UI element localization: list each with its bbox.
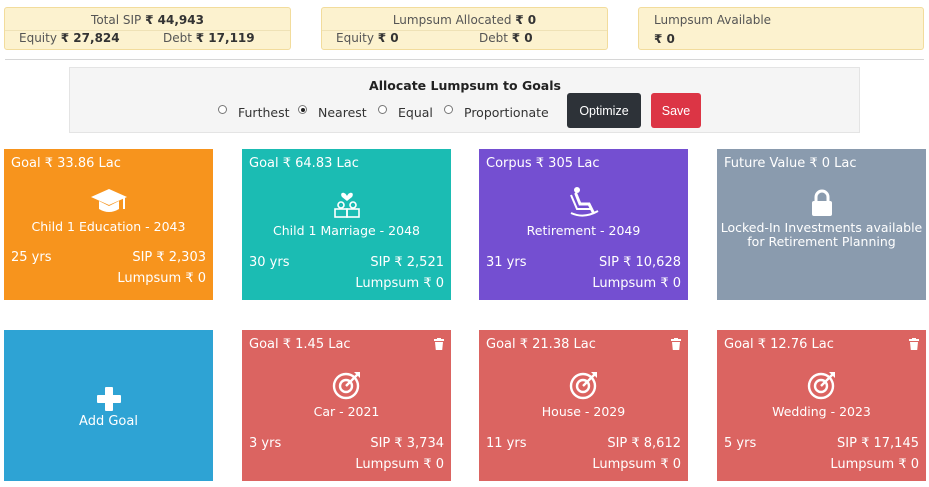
radio-label: Proportionate bbox=[464, 105, 549, 120]
radio-nearest[interactable]: Nearest bbox=[298, 105, 367, 120]
equity-label: Equity bbox=[336, 31, 374, 45]
divider bbox=[322, 30, 607, 31]
debt-label: Debt bbox=[163, 31, 192, 45]
goal-lumpsum: Lumpsum ₹ 0 bbox=[355, 276, 444, 291]
goal-amount: Goal ₹ 12.76 Lac bbox=[724, 337, 834, 352]
goal-amount: Goal ₹ 21.38 Lac bbox=[486, 337, 596, 352]
goal-name: Child 1 Marriage - 2048 bbox=[273, 223, 420, 238]
equity-label: Equity bbox=[19, 31, 57, 45]
goal-years: 5 yrs bbox=[724, 436, 757, 451]
marriage-icon bbox=[242, 187, 451, 225]
goal-card-house[interactable]: Goal ₹ 21.38 Lac House - 2029 11 yrs SIP… bbox=[479, 330, 688, 481]
save-button[interactable]: Save bbox=[651, 93, 701, 128]
target-icon bbox=[479, 370, 688, 404]
locked-in-investments-card[interactable]: Future Value ₹ 0 Lac Locked-In Investmen… bbox=[717, 149, 926, 300]
goal-name: Car - 2021 bbox=[313, 404, 380, 419]
goal-sip: SIP ₹ 2,521 bbox=[370, 255, 444, 270]
lumpsum-allocated-value: ₹ 0 bbox=[515, 13, 537, 27]
goal-lumpsum: Lumpsum ₹ 0 bbox=[592, 276, 681, 291]
add-goal-card[interactable]: Add Goal bbox=[4, 330, 213, 481]
allocated-equity-value: ₹ 0 bbox=[377, 31, 399, 45]
lumpsum-available-summary: Lumpsum Available ₹ 0 bbox=[638, 7, 924, 50]
allocated-debt-value: ₹ 0 bbox=[511, 31, 533, 45]
target-icon bbox=[717, 370, 926, 404]
goal-amount: Goal ₹ 1.45 Lac bbox=[249, 337, 351, 352]
locked-in-text: Locked-In Investments available for Reti… bbox=[720, 220, 923, 249]
total-sip-title: Total SIP bbox=[91, 13, 142, 27]
radio-equal[interactable]: Equal bbox=[378, 105, 433, 120]
goal-name: Child 1 Education - 2043 bbox=[31, 219, 186, 234]
optimize-button[interactable]: Optimize bbox=[567, 93, 641, 128]
goal-amount: Goal ₹ 33.86 Lac bbox=[11, 156, 121, 171]
lumpsum-allocated-title: Lumpsum Allocated bbox=[392, 13, 512, 27]
rocking-chair-icon bbox=[479, 185, 688, 223]
goal-sip: SIP ₹ 8,612 bbox=[607, 436, 681, 451]
sip-debt-value: ₹ 17,119 bbox=[195, 31, 255, 45]
total-sip-value: ₹ 44,943 bbox=[145, 13, 204, 27]
trash-icon[interactable] bbox=[434, 338, 444, 354]
goal-years: 11 yrs bbox=[486, 436, 527, 451]
goal-name: Retirement - 2049 bbox=[526, 223, 641, 238]
goal-card-car[interactable]: Goal ₹ 1.45 Lac Car - 2021 3 yrs SIP ₹ 3… bbox=[242, 330, 451, 481]
radio-label: Furthest bbox=[238, 105, 290, 120]
radio-circle[interactable] bbox=[218, 105, 227, 114]
radio-label: Equal bbox=[398, 105, 433, 120]
trash-icon[interactable] bbox=[671, 338, 681, 354]
section-divider bbox=[5, 59, 924, 60]
radio-furthest[interactable]: Furthest bbox=[218, 105, 290, 120]
sip-equity-value: ₹ 27,824 bbox=[60, 31, 120, 45]
goal-sip: SIP ₹ 17,145 bbox=[837, 436, 919, 451]
goal-years: 30 yrs bbox=[249, 255, 290, 270]
goal-lumpsum: Lumpsum ₹ 0 bbox=[355, 457, 444, 472]
radio-label: Nearest bbox=[318, 105, 367, 120]
future-value: Future Value ₹ 0 Lac bbox=[724, 156, 857, 171]
target-icon bbox=[242, 370, 451, 404]
goal-years: 31 yrs bbox=[486, 255, 527, 270]
plus-icon bbox=[4, 386, 213, 416]
radio-circle[interactable] bbox=[444, 105, 453, 114]
goal-sip: SIP ₹ 10,628 bbox=[599, 255, 681, 270]
goal-lumpsum: Lumpsum ₹ 0 bbox=[592, 457, 681, 472]
goal-name: House - 2029 bbox=[541, 404, 626, 419]
lumpsum-allocated-summary: Lumpsum Allocated ₹ 0 Equity ₹ 0 Debt ₹ … bbox=[321, 7, 608, 50]
radio-circle[interactable] bbox=[298, 105, 307, 114]
goal-card-wedding[interactable]: Goal ₹ 12.76 Lac Wedding - 2023 5 yrs SI… bbox=[717, 330, 926, 481]
radio-proportionate[interactable]: Proportionate bbox=[444, 105, 549, 120]
goal-sip: SIP ₹ 3,734 bbox=[370, 436, 444, 451]
total-sip-summary: Total SIP ₹ 44,943 Equity ₹ 27,824 Debt … bbox=[4, 7, 291, 50]
goal-amount: Corpus ₹ 305 Lac bbox=[486, 156, 600, 171]
add-goal-label: Add Goal bbox=[79, 414, 138, 429]
goal-amount: Goal ₹ 64.83 Lac bbox=[249, 156, 359, 171]
goal-sip: SIP ₹ 2,303 bbox=[132, 250, 206, 265]
radio-circle[interactable] bbox=[378, 105, 387, 114]
goal-card-child-education[interactable]: Goal ₹ 33.86 Lac Child 1 Education - 204… bbox=[4, 149, 213, 300]
trash-icon[interactable] bbox=[909, 338, 919, 354]
goal-lumpsum: Lumpsum ₹ 0 bbox=[117, 271, 206, 286]
lumpsum-available-value: ₹ 0 bbox=[654, 32, 675, 46]
goal-card-child-marriage[interactable]: Goal ₹ 64.83 Lac Child 1 Marriage - 2048… bbox=[242, 149, 451, 300]
goal-lumpsum: Lumpsum ₹ 0 bbox=[830, 457, 919, 472]
lumpsum-available-title: Lumpsum Available bbox=[654, 13, 772, 27]
goal-years: 25 yrs bbox=[11, 250, 52, 265]
allocate-title: Allocate Lumpsum to Goals bbox=[369, 78, 561, 93]
goal-name: Wedding - 2023 bbox=[772, 404, 871, 419]
goal-card-retirement[interactable]: Corpus ₹ 305 Lac Retirement - 2049 31 yr… bbox=[479, 149, 688, 300]
lock-icon bbox=[717, 189, 926, 221]
graduation-cap-icon bbox=[4, 187, 213, 221]
allocate-lumpsum-panel: Allocate Lumpsum to Goals Furthest Neare… bbox=[69, 67, 860, 133]
debt-label: Debt bbox=[479, 31, 508, 45]
divider bbox=[5, 30, 290, 31]
goal-years: 3 yrs bbox=[249, 436, 282, 451]
